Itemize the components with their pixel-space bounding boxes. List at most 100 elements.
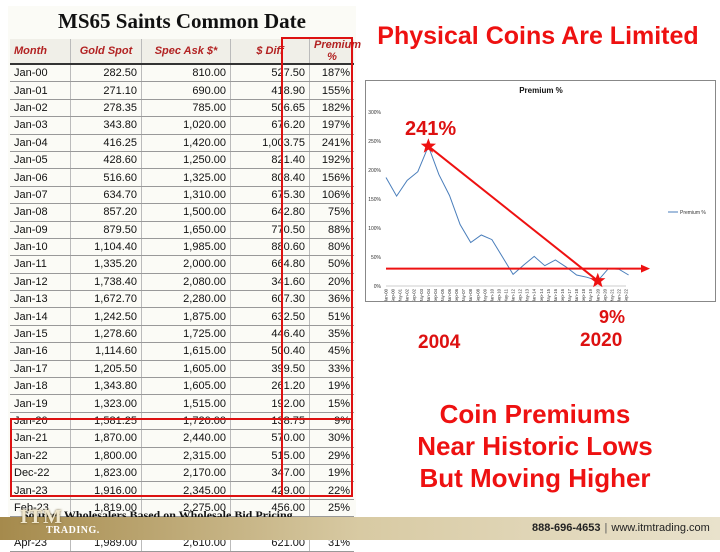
cell-spec-ask: 1,615.00	[141, 342, 231, 361]
table-row: Jan-13 1,672.70 2,280.00 607.30 36%	[10, 290, 354, 309]
cell-month: Jan-07	[10, 186, 71, 205]
x-tick-label: May-03	[419, 288, 424, 301]
cell-gold-spot: 1,104.40	[70, 238, 142, 257]
cell-diff: 192.00	[230, 394, 310, 413]
cell-spec-ask: 1,020.00	[141, 116, 231, 135]
x-tick-label: Jan-14	[532, 288, 537, 301]
cell-diff: 770.50	[230, 221, 310, 239]
x-tick-label: Jan-02	[405, 288, 410, 301]
x-tick-label: May-21	[609, 288, 614, 301]
cell-month: Jan-00	[10, 64, 71, 83]
table-row: Jan-05 428.60 1,250.00 821.40 192%	[10, 151, 354, 170]
x-tick-label: Sep-04	[433, 288, 438, 301]
x-tick-label: Jan-04	[426, 288, 431, 301]
message-line-2: Near Historic Lows	[417, 431, 653, 461]
table-row: Jan-02 278.35 785.00 506.65 182%	[10, 99, 354, 118]
premium-chart: Premium % 0% 50% 100% 150% 200% 250% 300% Jan-00…	[365, 80, 716, 302]
y-tick-label: 50%	[371, 255, 382, 261]
cell-month: Jan-10	[10, 238, 71, 257]
cell-month: Jan-22	[10, 447, 71, 465]
x-tick-label: Jan-12	[511, 288, 516, 301]
premium-table-panel: MS65 Saints Common Date Month Gold Spot …	[8, 6, 361, 552]
table-row: Jan-21 1,870.00 2,440.00 570.00 30%	[10, 429, 354, 448]
x-tick-label: May-01	[398, 288, 403, 301]
table-row: Jan-06 516.60 1,325.00 808.40 156%	[10, 168, 354, 187]
cell-diff: 808.40	[230, 168, 310, 187]
cell-premium: 33%	[309, 360, 354, 379]
table-row: Jan-01 271.10 690.00 418.90 155%	[10, 81, 354, 100]
cell-spec-ask: 1,605.00	[141, 377, 231, 396]
cell-premium: 80%	[309, 238, 354, 257]
x-tick-label: Jan-18	[574, 288, 579, 301]
x-tick-label: Sep-22	[624, 288, 629, 301]
cell-premium: 50%	[309, 255, 354, 274]
message-line-3: But Moving Higher	[419, 463, 651, 493]
cell-premium: 192%	[309, 151, 354, 170]
cell-gold-spot: 1,672.70	[70, 290, 142, 309]
message-line-1: Coin Premiums	[439, 399, 631, 429]
x-tick-label: Jan-10	[489, 288, 494, 301]
x-tick-label: May-17	[567, 288, 572, 301]
cell-month: Jan-15	[10, 325, 71, 344]
x-tick-label: Sep-08	[475, 288, 480, 301]
cell-diff: 399.50	[230, 360, 310, 379]
cell-gold-spot: 634.70	[70, 186, 142, 205]
recent-rows-highlight	[10, 418, 353, 497]
cell-premium: 36%	[309, 290, 354, 309]
cell-month: Jan-01	[10, 81, 71, 100]
x-tick-label: May-19	[588, 288, 593, 301]
cell-diff: 675.30	[230, 186, 310, 205]
cell-month: Jan-09	[10, 221, 71, 239]
cell-month: Jan-14	[10, 307, 71, 326]
cell-diff: 506.65	[230, 99, 310, 118]
cell-premium: 156%	[309, 168, 354, 187]
cell-diff: 664.80	[230, 255, 310, 274]
x-tick-label: May-07	[461, 288, 466, 301]
logo-sub-text: TRADING.	[46, 525, 100, 536]
cell-diff: 570.00	[230, 429, 310, 448]
logo-main-text: ITM	[20, 506, 63, 528]
table-title: MS65 Saints Common Date	[58, 9, 306, 33]
cell-month: Jan-11	[10, 255, 71, 274]
cell-premium: 197%	[309, 116, 354, 135]
cell-month: Jan-21	[10, 429, 71, 448]
x-tick-label: Jan-00	[384, 288, 389, 301]
cell-diff: 446.40	[230, 325, 310, 344]
x-tick-label: May-09	[482, 288, 487, 301]
cell-gold-spot: 1,823.00	[70, 464, 142, 483]
cell-spec-ask: 2,440.00	[141, 429, 231, 448]
table-row: Dec-22 1,823.00 2,170.00 347.00 19%	[10, 464, 354, 483]
headline: Physical Coins Are Limited	[377, 22, 699, 50]
cell-spec-ask: 1,650.00	[141, 221, 231, 239]
x-tick-label: Sep-06	[454, 288, 459, 301]
cell-month: Jan-19	[10, 394, 71, 413]
low-value-label: 9%	[599, 307, 626, 327]
cell-spec-ask: 2,000.00	[141, 255, 231, 274]
cell-month: Jan-05	[10, 151, 71, 170]
cell-diff: 418.90	[230, 81, 310, 100]
cell-diff: 607.30	[230, 290, 310, 309]
cell-spec-ask: 2,280.00	[141, 290, 231, 309]
peak-value-label: 241%	[405, 118, 457, 140]
cell-premium: 29%	[309, 447, 354, 465]
cell-spec-ask: 785.00	[141, 99, 231, 118]
table-header-row: Month Gold Spot Spec Ask $* $ Diff Premi…	[10, 39, 361, 65]
table-row: Jan-11 1,335.20 2,000.00 664.80 50%	[10, 255, 354, 274]
premium-chart-svg: Premium % 0% 50% 100% 150% 200% 250% 300% Jan-00…	[368, 86, 706, 301]
x-tick-label: May-05	[440, 288, 445, 301]
cell-premium: 241%	[309, 134, 354, 152]
x-tick-label: May-11	[504, 288, 509, 301]
table-row: Jan-18 1,343.80 1,605.00 261.20 19%	[10, 377, 354, 396]
itm-trading-logo: ITM TRADING.	[20, 506, 99, 536]
col-spec-ask-header: Spec Ask $*	[141, 39, 231, 65]
table-row: Jan-12 1,738.40 2,080.00 341.60 20%	[10, 273, 354, 292]
low-year-label: 2020	[580, 330, 623, 351]
cell-spec-ask: 1,500.00	[141, 203, 231, 222]
table-row: Jan-17 1,205.50 1,605.00 399.50 33%	[10, 360, 354, 379]
cell-spec-ask: 1,325.00	[141, 168, 231, 187]
reference-line-arrowhead	[641, 264, 650, 273]
website-link[interactable]: www.itmtrading.com	[611, 522, 710, 534]
x-tick-label: Jan-06	[447, 288, 452, 301]
cell-gold-spot: 1,819.00	[70, 499, 142, 518]
cell-premium: 182%	[309, 99, 354, 118]
